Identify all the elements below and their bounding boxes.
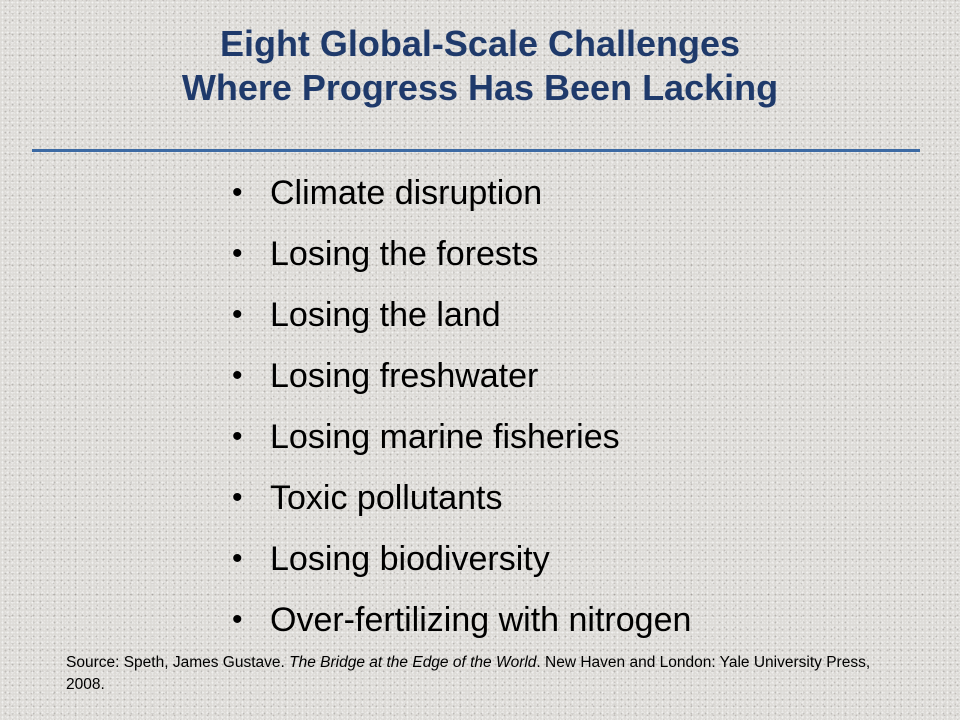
bullet-item-nitrogen: • Over-fertilizing with nitrogen	[232, 592, 691, 653]
bullet-dot: •	[232, 176, 243, 209]
bullet-text: Losing freshwater	[270, 357, 539, 395]
bullet-item-freshwater: • Losing freshwater	[232, 348, 691, 409]
slide-title: Eight Global-Scale Challenges Where Prog…	[0, 22, 960, 110]
bullet-text: Losing marine fisheries	[270, 418, 620, 456]
title-divider	[32, 149, 920, 152]
bullet-dot: •	[232, 237, 243, 270]
bullet-item-land: • Losing the land	[232, 287, 691, 348]
bullet-dot: •	[232, 420, 243, 453]
bullet-text: Over-fertilizing with nitrogen	[270, 601, 692, 639]
bullet-text: Toxic pollutants	[270, 479, 503, 517]
title-line-2: Where Progress Has Been Lacking	[181, 67, 779, 108]
bullet-dot: •	[232, 481, 243, 514]
source-prefix: Source: Speth, James Gustave.	[66, 654, 290, 671]
bullet-dot: •	[232, 603, 243, 636]
source-citation: Source: Speth, James Gustave. The Bridge…	[66, 652, 886, 696]
title-line-1: Eight Global-Scale Challenges	[219, 23, 741, 64]
bullet-item-biodiversity: • Losing biodiversity	[232, 531, 691, 592]
bullet-item-fisheries: • Losing marine fisheries	[232, 409, 691, 470]
bullet-text: Climate disruption	[270, 174, 543, 212]
bullet-text: Losing biodiversity	[270, 540, 550, 578]
source-book-title: The Bridge at the Edge of the World	[289, 654, 537, 671]
bullet-text: Losing the land	[270, 296, 501, 334]
bullet-dot: •	[232, 359, 243, 392]
bullet-item-pollutants: • Toxic pollutants	[232, 470, 691, 531]
source-suffix: . New Haven and London: Yale University …	[66, 654, 871, 693]
bullet-list: • Climate disruption • Losing the forests …	[232, 165, 691, 653]
bullet-dot: •	[232, 542, 243, 575]
bullet-item-forests: • Losing the forests	[232, 226, 691, 287]
bullet-text: Losing the forests	[270, 235, 539, 273]
bullet-item-climate: • Climate disruption	[232, 165, 691, 226]
bullet-dot: •	[232, 298, 243, 331]
